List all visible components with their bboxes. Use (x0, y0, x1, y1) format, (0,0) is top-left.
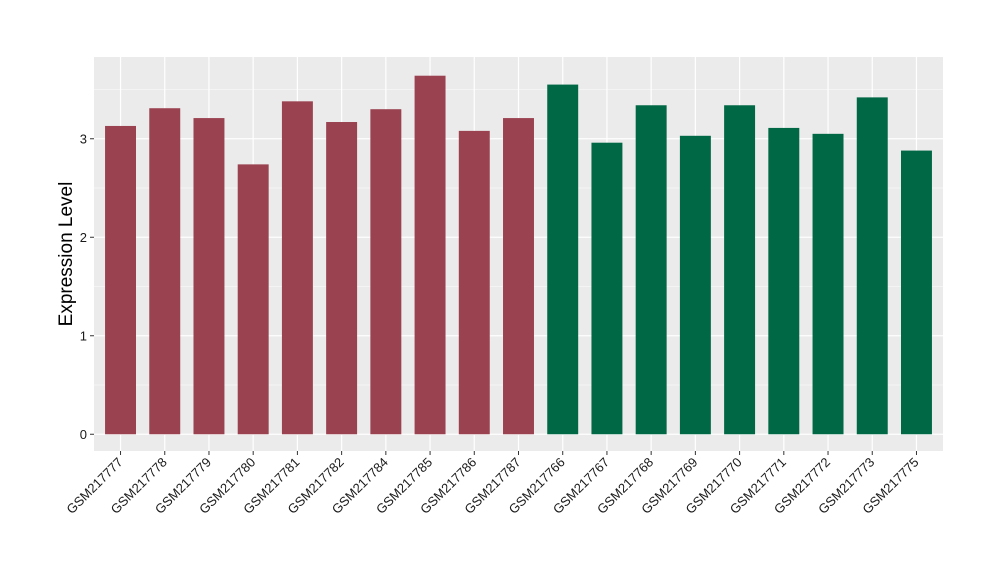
bars (105, 75, 932, 435)
bar-GSM217785 (414, 75, 446, 435)
bar-GSM217773 (856, 97, 888, 435)
bar-GSM217784 (370, 109, 402, 435)
bar-GSM217777 (105, 125, 137, 435)
y-tick-label: 0 (80, 427, 87, 442)
bar-GSM217786 (458, 130, 490, 435)
y-axis: 0 1 2 3 (80, 131, 94, 442)
bar-GSM217772 (812, 133, 844, 435)
bar-GSM217766 (547, 84, 579, 435)
bar-GSM217782 (326, 122, 358, 435)
y-axis-title: Expression Level (56, 182, 77, 327)
bar-GSM217787 (503, 118, 534, 435)
y-tick-label: 2 (80, 230, 87, 245)
bar-GSM217781 (281, 101, 313, 435)
bar-GSM217779 (193, 118, 225, 435)
bar-GSM217768 (635, 105, 667, 435)
bar-GSM217775 (900, 150, 932, 435)
bar-GSM217767 (591, 142, 623, 435)
bar-GSM217770 (724, 105, 756, 435)
bar-GSM217769 (679, 135, 711, 435)
y-tick-label: 1 (80, 328, 87, 343)
bar-GSM217771 (768, 127, 800, 435)
bar-GSM217780 (237, 164, 269, 435)
bar-GSM217778 (149, 108, 181, 435)
y-tick-label: 3 (80, 131, 87, 146)
